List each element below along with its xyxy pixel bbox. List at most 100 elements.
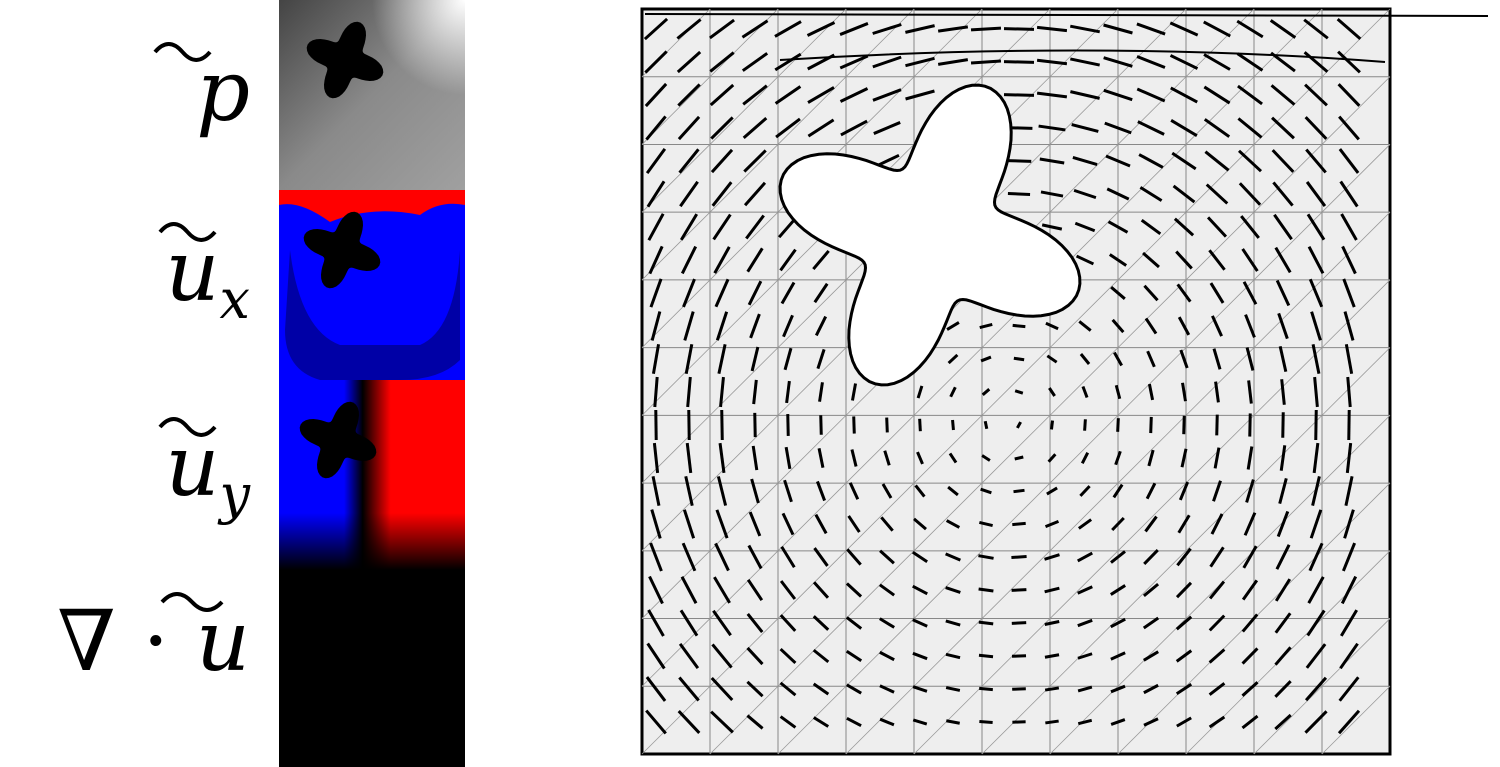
velocity-glyph xyxy=(1305,148,1327,174)
velocity-glyph xyxy=(1175,649,1193,663)
velocity-glyph xyxy=(1074,221,1096,233)
mesh-diagonal xyxy=(777,76,847,145)
velocity-glyph xyxy=(839,54,869,70)
velocity-glyph xyxy=(979,686,993,692)
velocity-glyph xyxy=(750,478,760,504)
velocity-glyph xyxy=(1271,149,1295,173)
mesh-diagonal xyxy=(1049,415,1119,484)
mesh-diagonal xyxy=(709,76,779,145)
velocity-glyph xyxy=(1203,20,1231,38)
velocity-glyph xyxy=(1241,613,1259,633)
velocity-glyph xyxy=(653,376,659,408)
velocity-glyph xyxy=(1045,321,1059,331)
velocity-glyph xyxy=(937,25,969,33)
velocity-glyph xyxy=(1307,576,1325,604)
velocity-glyph xyxy=(980,355,992,363)
velocity-glyph xyxy=(1241,681,1259,697)
velocity-glyph xyxy=(1176,283,1192,303)
velocity-glyph xyxy=(1305,643,1327,669)
mesh-diagonal xyxy=(845,76,915,145)
velocity-glyph xyxy=(1070,57,1100,67)
velocity-glyph xyxy=(1304,710,1328,734)
velocity-glyph xyxy=(651,343,661,375)
velocity-glyph xyxy=(713,246,731,274)
velocity-glyph xyxy=(1310,311,1322,341)
velocity-glyph xyxy=(1175,581,1193,599)
velocity-glyph xyxy=(1077,652,1093,660)
velocity-glyph xyxy=(746,646,764,666)
velocity-glyph xyxy=(684,343,694,375)
mesh-diagonal xyxy=(913,347,983,416)
velocity-glyph xyxy=(747,280,763,306)
velocity-glyph xyxy=(1303,18,1329,40)
velocity-glyph xyxy=(1105,154,1131,168)
velocity-glyph xyxy=(714,542,730,572)
velocity-glyph xyxy=(1116,418,1120,432)
velocity-glyph xyxy=(1077,518,1093,530)
velocity-glyph xyxy=(1170,86,1198,104)
velocity-glyph xyxy=(816,480,826,502)
velocity-glyph xyxy=(914,484,926,498)
velocity-glyph xyxy=(1244,314,1256,338)
velocity-glyph xyxy=(812,249,830,271)
velocity-glyph xyxy=(1240,215,1260,239)
velocity-glyph xyxy=(1237,149,1263,173)
velocity-glyph xyxy=(1337,83,1361,107)
velocity-glyph xyxy=(686,376,692,408)
velocity-glyph xyxy=(652,442,660,474)
tilde xyxy=(158,222,217,242)
velocity-glyph xyxy=(814,513,828,535)
velocity-glyph xyxy=(848,482,860,500)
velocity-glyph xyxy=(873,121,901,135)
velocity-glyph xyxy=(1143,717,1159,727)
velocity-glyph xyxy=(743,149,767,173)
velocity-glyph xyxy=(1241,647,1259,665)
velocity-glyph xyxy=(1309,509,1323,539)
velocity-glyph xyxy=(1275,279,1291,307)
velocity-glyph xyxy=(1346,376,1352,408)
velocity-glyph xyxy=(1146,350,1156,368)
velocity-glyph xyxy=(912,685,928,693)
velocity-glyph xyxy=(682,509,696,539)
mesh-diagonal xyxy=(1049,550,1119,619)
velocity-glyph xyxy=(1138,153,1164,169)
velocity-glyph xyxy=(683,311,695,341)
velocity-glyph xyxy=(1245,347,1255,371)
mesh-diagonal xyxy=(1321,8,1391,78)
velocity-glyph xyxy=(881,483,893,499)
velocity-glyph xyxy=(1306,609,1326,637)
velocity-glyph xyxy=(1343,509,1355,539)
velocity-glyph xyxy=(682,278,696,308)
velocity-glyph xyxy=(1208,648,1226,664)
velocity-glyph xyxy=(1171,151,1197,171)
mesh-diagonal xyxy=(641,415,711,484)
velocity-glyph xyxy=(1179,349,1189,369)
velocity-glyph xyxy=(747,544,763,570)
velocity-glyph xyxy=(1243,512,1257,536)
velocity-glyph xyxy=(951,419,955,431)
symbol: u xyxy=(196,592,250,690)
velocity-glyph xyxy=(978,620,994,626)
mesh-diagonal xyxy=(641,550,711,619)
velocity-glyph xyxy=(1340,213,1358,241)
mesh-diagonal xyxy=(981,8,1051,78)
velocity-glyph xyxy=(1338,148,1360,174)
velocity-glyph xyxy=(711,643,733,669)
mesh-diagonal xyxy=(1049,482,1119,552)
velocity-glyph xyxy=(1274,246,1292,274)
mesh-diagonal xyxy=(1049,685,1119,755)
subscript: x xyxy=(220,268,250,331)
velocity-glyph xyxy=(1212,480,1222,502)
velocity-glyph xyxy=(719,376,725,408)
mesh-diagonal xyxy=(845,482,915,552)
mesh-diagonal xyxy=(1185,8,1255,78)
mesh-diagonal xyxy=(913,482,983,552)
velocity-glyph xyxy=(646,180,666,208)
velocity-glyph xyxy=(1242,281,1258,305)
velocity-glyph xyxy=(1345,442,1353,474)
velocity-glyph xyxy=(1209,546,1225,568)
velocity-glyph xyxy=(645,676,667,702)
velocity-glyph xyxy=(1181,382,1187,402)
velocity-glyph xyxy=(1308,278,1324,308)
velocity-glyph xyxy=(947,485,959,497)
